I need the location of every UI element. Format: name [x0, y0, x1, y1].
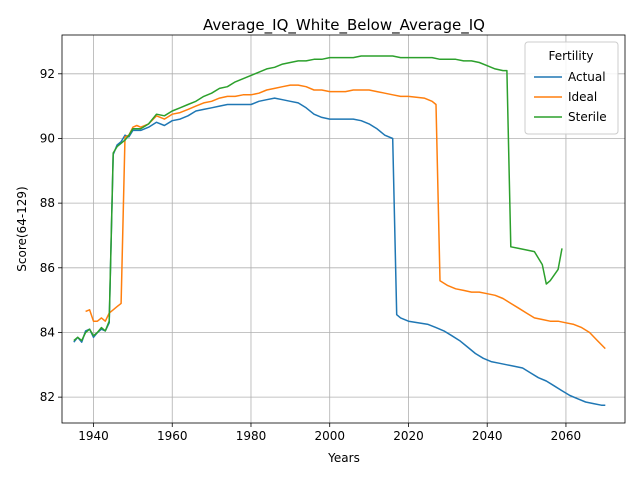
x-tick-label: 1940	[78, 429, 109, 443]
y-tick-label: 92	[40, 67, 55, 81]
y-tick-label: 82	[40, 390, 55, 404]
legend-title: Fertility	[548, 49, 593, 63]
x-axis-label: Years	[327, 451, 360, 465]
y-tick-label: 90	[40, 131, 55, 145]
grid-lines	[62, 35, 625, 423]
series-lines	[73, 55, 606, 406]
legend-label-ideal: Ideal	[568, 90, 597, 104]
legend-box	[524, 41, 619, 135]
axis-ticks: 1940 1960 1980 2000 2020 2040 2060 82 84 86 88 90 92	[40, 67, 581, 443]
x-tick-label: 2000	[314, 429, 345, 443]
legend: Fertility Actual Ideal Sterile	[524, 41, 619, 135]
plot-area-frame	[61, 34, 626, 424]
x-tick-label: 2020	[393, 429, 424, 443]
series-line-actual	[73, 97, 606, 406]
chart-title: Average_IQ_White_Below_Average_IQ	[203, 16, 485, 35]
y-tick-label: 84	[40, 325, 55, 339]
legend-label-sterile: Sterile	[568, 110, 607, 124]
y-axis-label: Score(64-129)	[15, 186, 29, 271]
x-tick-label: 1980	[236, 429, 267, 443]
series-line-sterile	[73, 55, 563, 342]
y-tick-label: 88	[40, 196, 55, 210]
series-line-ideal	[85, 84, 606, 350]
x-tick-label: 2040	[472, 429, 503, 443]
x-tick-label: 2060	[551, 429, 582, 443]
x-tick-label: 1960	[157, 429, 188, 443]
y-tick-label: 86	[40, 261, 55, 275]
legend-label-actual: Actual	[568, 70, 606, 84]
